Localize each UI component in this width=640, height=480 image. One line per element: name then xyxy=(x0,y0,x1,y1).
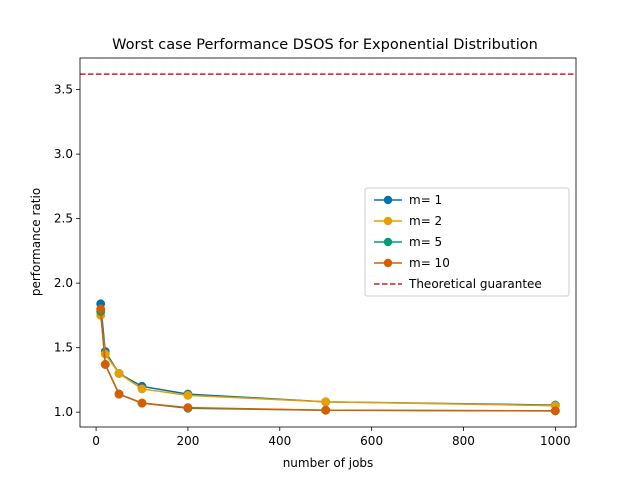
x-axis-label: number of jobs xyxy=(283,456,374,470)
y-tick-label: 1.0 xyxy=(54,405,73,419)
data-point xyxy=(321,405,331,415)
x-tick-label: 200 xyxy=(176,434,199,448)
legend-marker xyxy=(383,258,393,268)
data-point xyxy=(114,389,124,399)
x-tick-label: 800 xyxy=(452,434,475,448)
y-axis-label: performance ratio xyxy=(29,188,43,296)
legend-label: m= 5 xyxy=(409,235,442,249)
y-axis: 1.0 1.5 2.0 2.5 3.0 3.5 xyxy=(54,83,80,419)
data-point xyxy=(137,384,147,394)
legend-label: Theoretical guarantee xyxy=(408,277,542,291)
data-point xyxy=(137,398,147,408)
x-tick-label: 600 xyxy=(360,434,383,448)
x-tick-label: 400 xyxy=(268,434,291,448)
series-layer xyxy=(96,299,560,416)
y-tick-label: 2.0 xyxy=(54,276,73,290)
data-point xyxy=(321,397,331,407)
y-tick-label: 1.5 xyxy=(54,341,73,355)
legend-label: m= 2 xyxy=(409,214,442,228)
chart-title: Worst case Performance DSOS for Exponent… xyxy=(112,37,538,53)
data-point xyxy=(100,359,110,369)
data-point xyxy=(183,390,193,400)
legend-label: m= 1 xyxy=(409,193,442,207)
y-tick-label: 3.5 xyxy=(54,83,73,97)
data-point xyxy=(550,406,560,416)
data-point xyxy=(114,369,124,378)
legend-label: m= 10 xyxy=(409,256,450,270)
x-axis: 0 200 400 600 800 1000 xyxy=(92,427,571,448)
legend: m= 1 m= 2 m= 5 m= 10 Theoretical guarantee xyxy=(364,187,570,297)
legend-marker xyxy=(383,216,393,226)
legend-marker xyxy=(383,237,393,247)
x-tick-label: 0 xyxy=(92,434,100,448)
legend-marker xyxy=(383,195,393,205)
data-point xyxy=(96,304,106,314)
y-tick-label: 2.5 xyxy=(54,212,73,226)
data-point xyxy=(183,403,193,413)
plot-frame xyxy=(79,57,577,428)
y-tick-label: 3.0 xyxy=(54,147,73,161)
legend-box xyxy=(364,187,570,297)
x-tick-label: 1000 xyxy=(540,434,571,448)
